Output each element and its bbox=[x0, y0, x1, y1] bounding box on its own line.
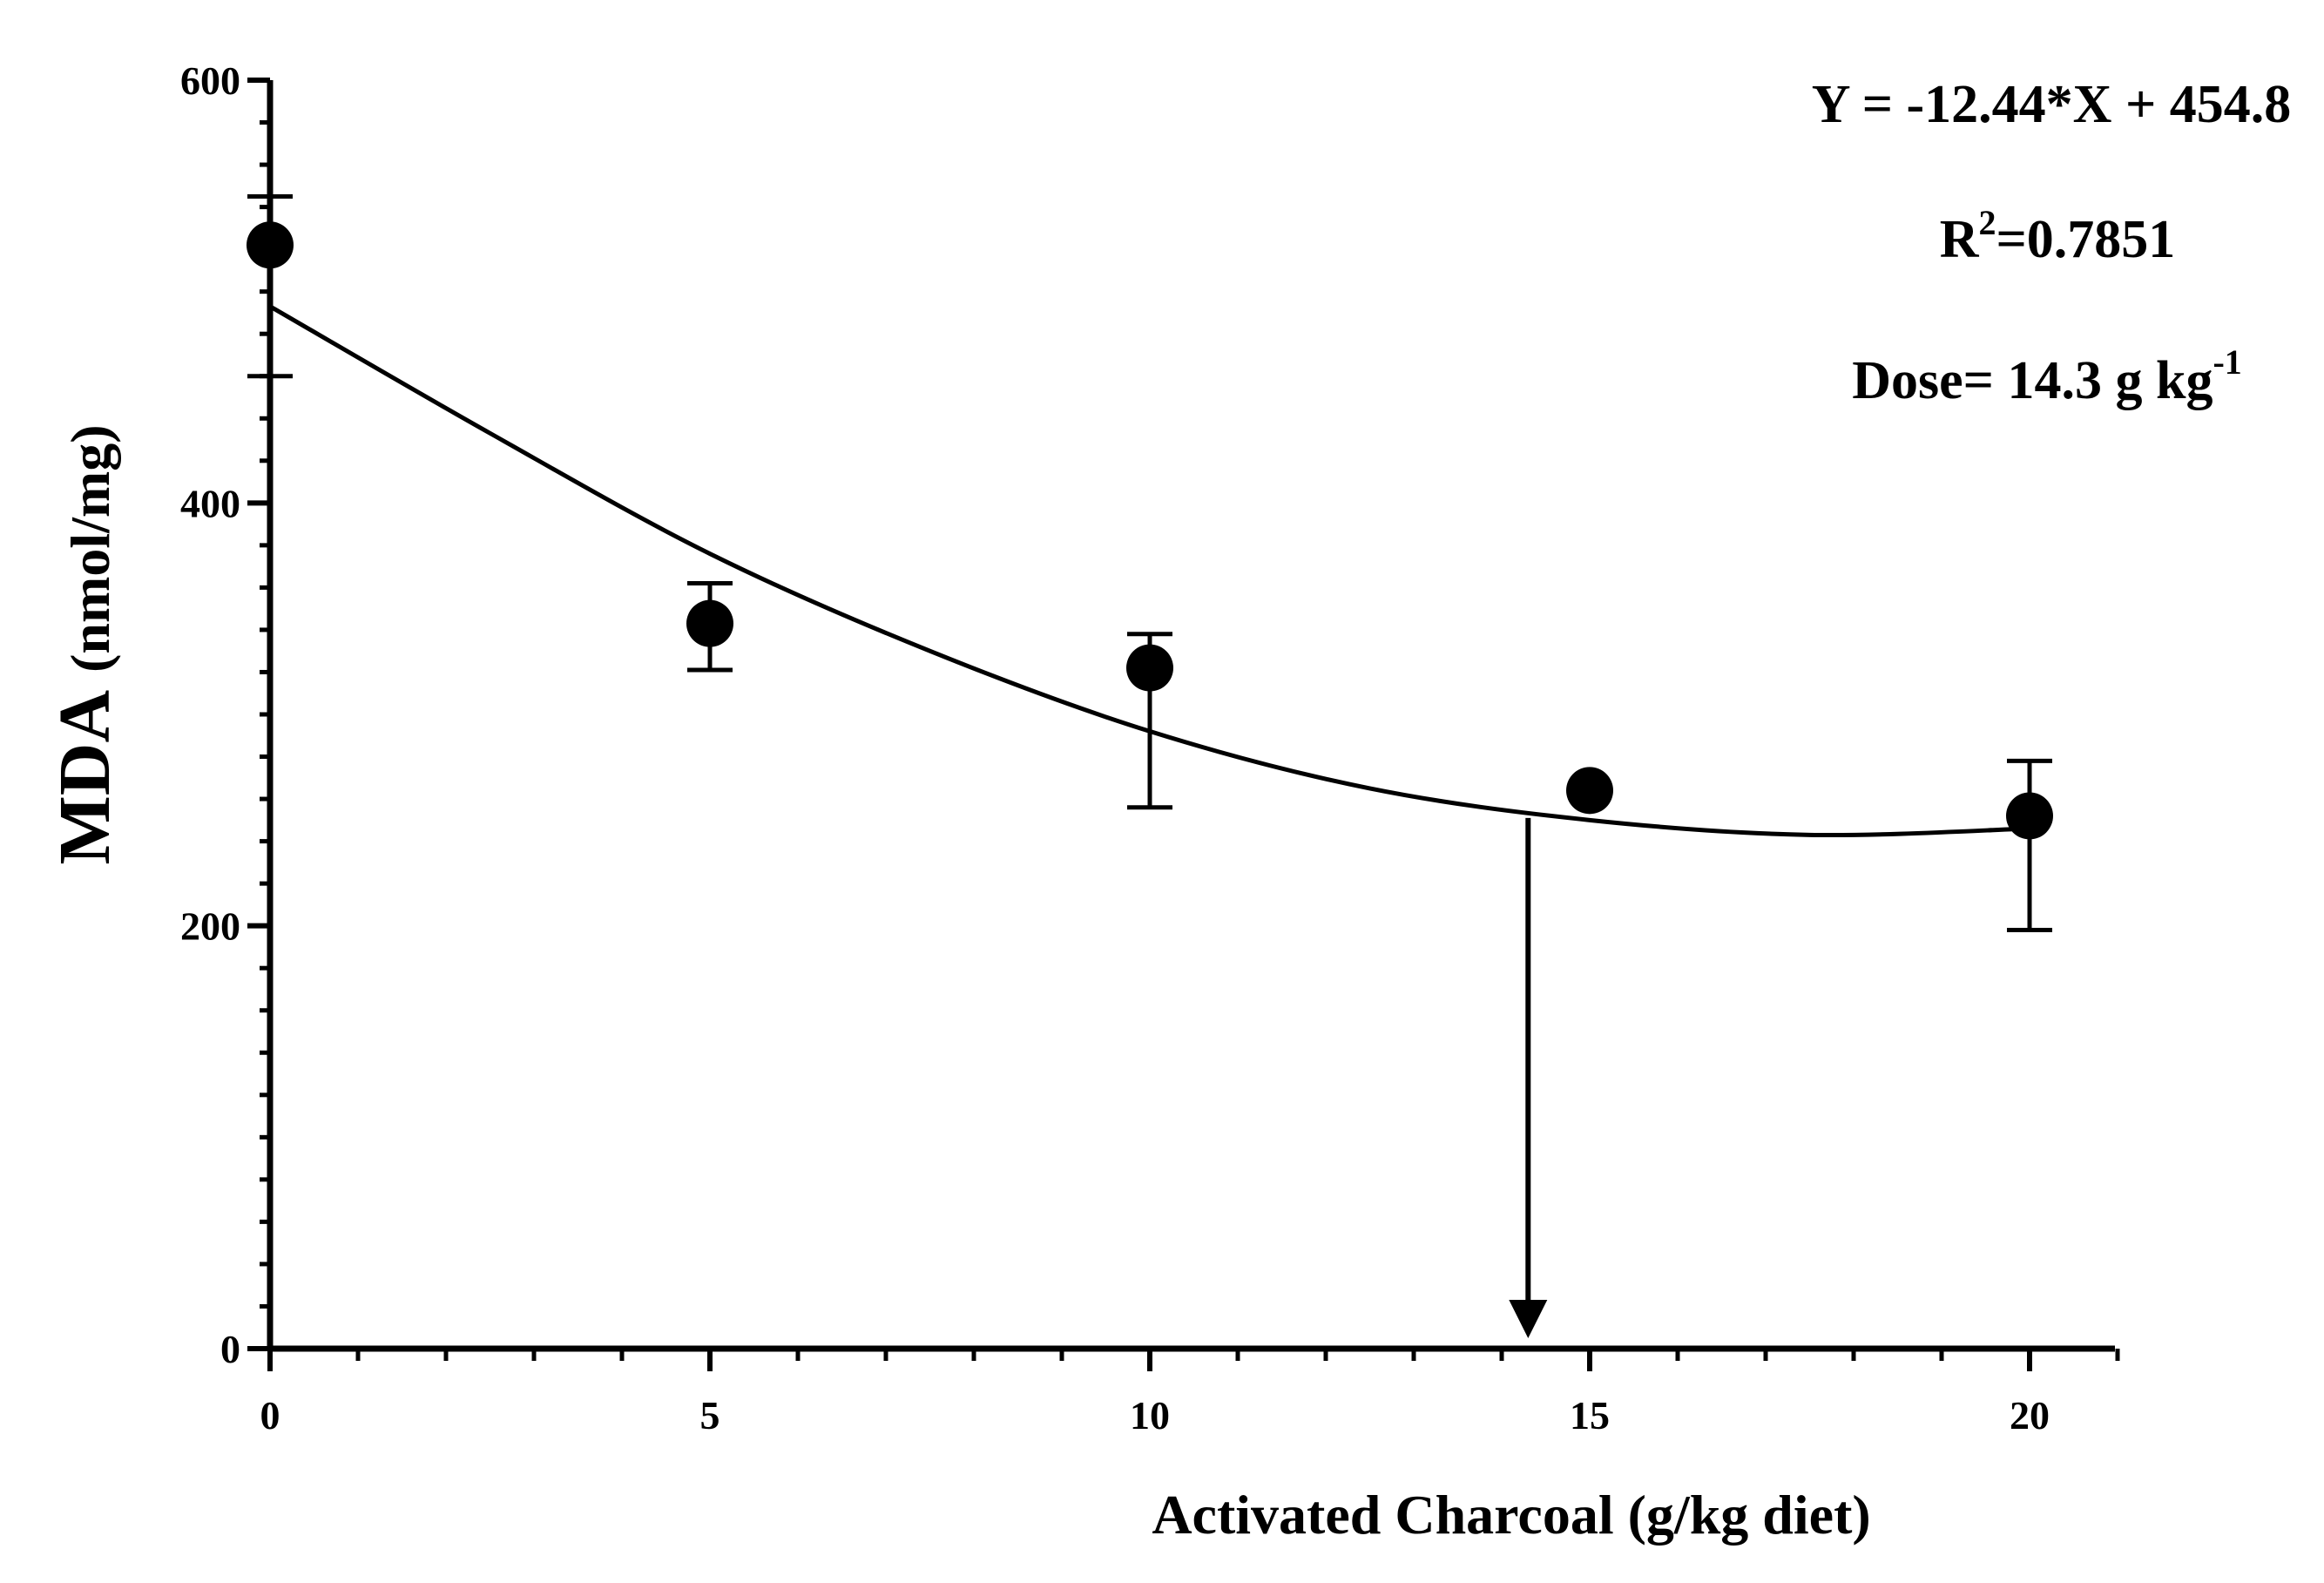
x-axis-title: Activated Charcoal (g/kg diet) bbox=[1152, 1484, 1870, 1546]
r-squared-prefix: R bbox=[1940, 210, 1980, 269]
fit-curve-group bbox=[268, 304, 2030, 838]
y-tick-label: 0 bbox=[220, 1327, 240, 1371]
data-point bbox=[686, 599, 733, 647]
dose-marker-group bbox=[1509, 817, 1548, 1338]
data-point bbox=[1566, 767, 1613, 815]
y-tick-label: 200 bbox=[180, 904, 240, 949]
y-tick-label: 400 bbox=[180, 481, 240, 525]
dose-text: Dose= 14.3 g kg bbox=[1852, 351, 2213, 410]
r-squared-value: =0.7851 bbox=[1996, 210, 2175, 269]
dose-exp: -1 bbox=[2213, 342, 2241, 382]
regression-equation: Y = -12.44*X + 454.8 bbox=[1812, 75, 2292, 134]
r-squared: R2=0.7851 bbox=[1940, 203, 2176, 269]
x-tick-label: 20 bbox=[2010, 1393, 2050, 1438]
dose-arrow-head bbox=[1509, 1300, 1548, 1338]
x-tick-label: 0 bbox=[260, 1393, 280, 1438]
data-point bbox=[247, 221, 294, 269]
dose-annotation: Dose= 14.3 g kg-1 bbox=[1852, 342, 2242, 410]
y-axis-title-main: MDA bbox=[44, 690, 125, 865]
fit-curve bbox=[268, 304, 2030, 838]
data-points-group bbox=[247, 193, 2053, 933]
y-axis-title-unit: (nmol/mg) bbox=[59, 424, 121, 672]
x-tick-label: 10 bbox=[1130, 1393, 1170, 1438]
y-tick-label: 600 bbox=[180, 58, 240, 103]
x-tick-label: 15 bbox=[1570, 1393, 1610, 1438]
x-tick-label: 5 bbox=[700, 1393, 720, 1438]
data-point bbox=[2006, 792, 2053, 840]
data-point bbox=[1126, 644, 1173, 692]
y-axis-title: MDA (nmol/mg) bbox=[44, 424, 125, 864]
r-squared-exp: 2 bbox=[1978, 203, 1996, 242]
